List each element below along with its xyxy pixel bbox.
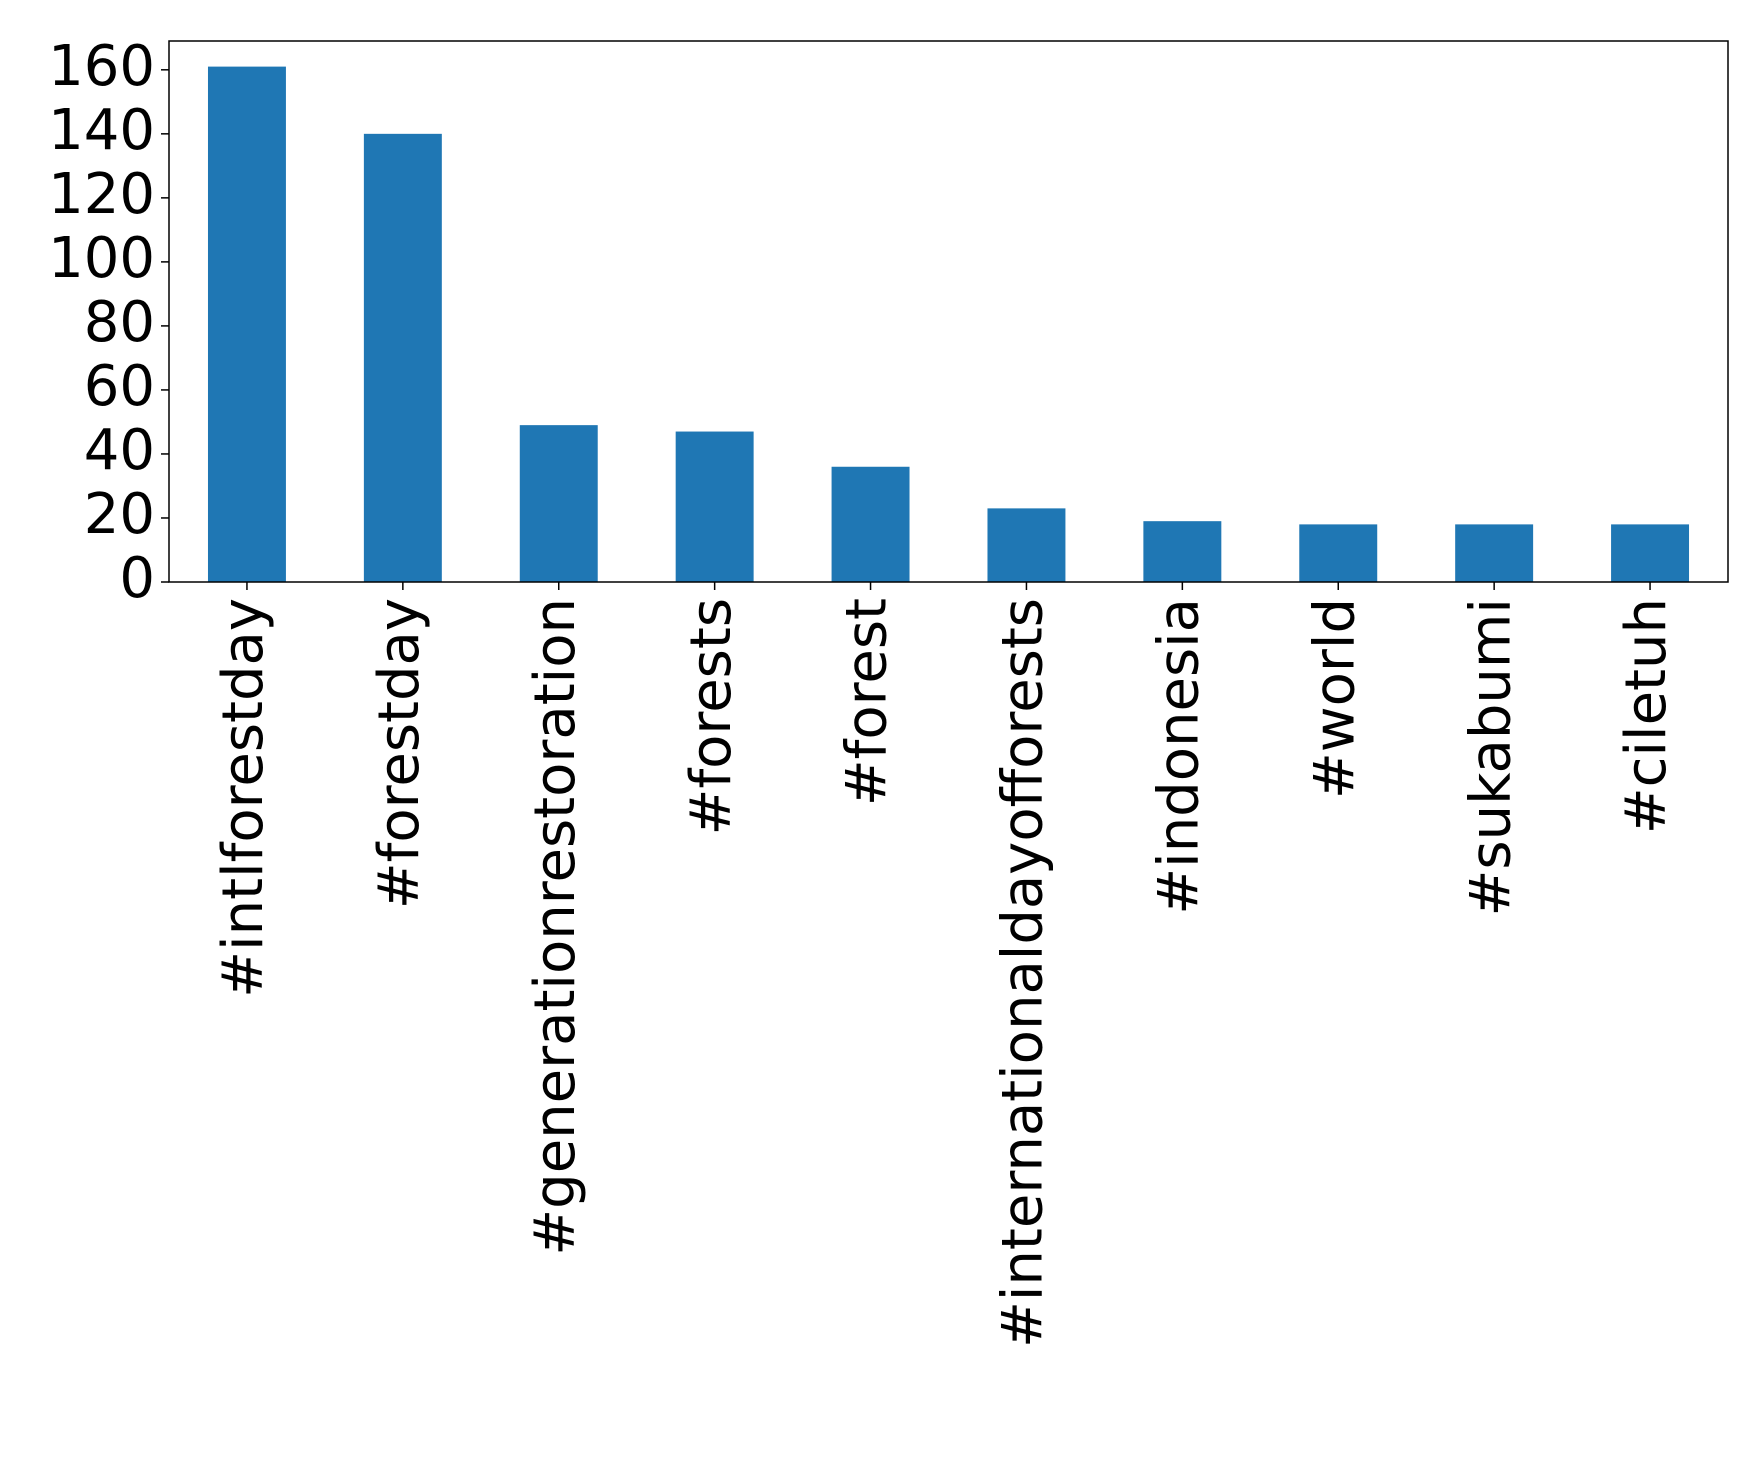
x-tick-label: #internationaldayofforests <box>991 598 1056 1348</box>
bar <box>519 425 598 582</box>
x-tick-label: #generationrestoration <box>523 598 588 1256</box>
bar <box>987 508 1066 582</box>
x-tick-label: #forestday <box>367 598 432 909</box>
x-tick-label: #intlforestday <box>211 598 276 998</box>
x-tick-label: #forest <box>835 598 900 806</box>
y-tick-label: 0 <box>119 546 155 611</box>
y-tick-label: 100 <box>48 226 155 291</box>
y-tick-label: 140 <box>48 98 155 163</box>
y-tick-label: 80 <box>84 290 155 355</box>
bar <box>1143 521 1222 582</box>
y-tick-label: 60 <box>84 354 155 419</box>
y-tick-label: 40 <box>84 418 155 483</box>
bar <box>207 66 286 582</box>
bar <box>1611 524 1690 582</box>
y-tick-label: 160 <box>48 34 155 99</box>
plot-frame <box>168 40 1729 583</box>
y-tick-label: 20 <box>84 482 155 547</box>
x-tick-label: #ciletuh <box>1614 598 1679 834</box>
bar <box>831 466 910 582</box>
bar <box>1455 524 1534 582</box>
x-tick-label: #indonesia <box>1146 598 1211 915</box>
bar <box>363 133 442 582</box>
x-tick-label: #world <box>1302 598 1367 799</box>
x-tick-label: #sukabumi <box>1458 598 1523 917</box>
bar <box>1299 524 1378 582</box>
x-tick-label: #forests <box>679 598 744 835</box>
y-tick-label: 120 <box>48 162 155 227</box>
bar <box>675 431 754 582</box>
